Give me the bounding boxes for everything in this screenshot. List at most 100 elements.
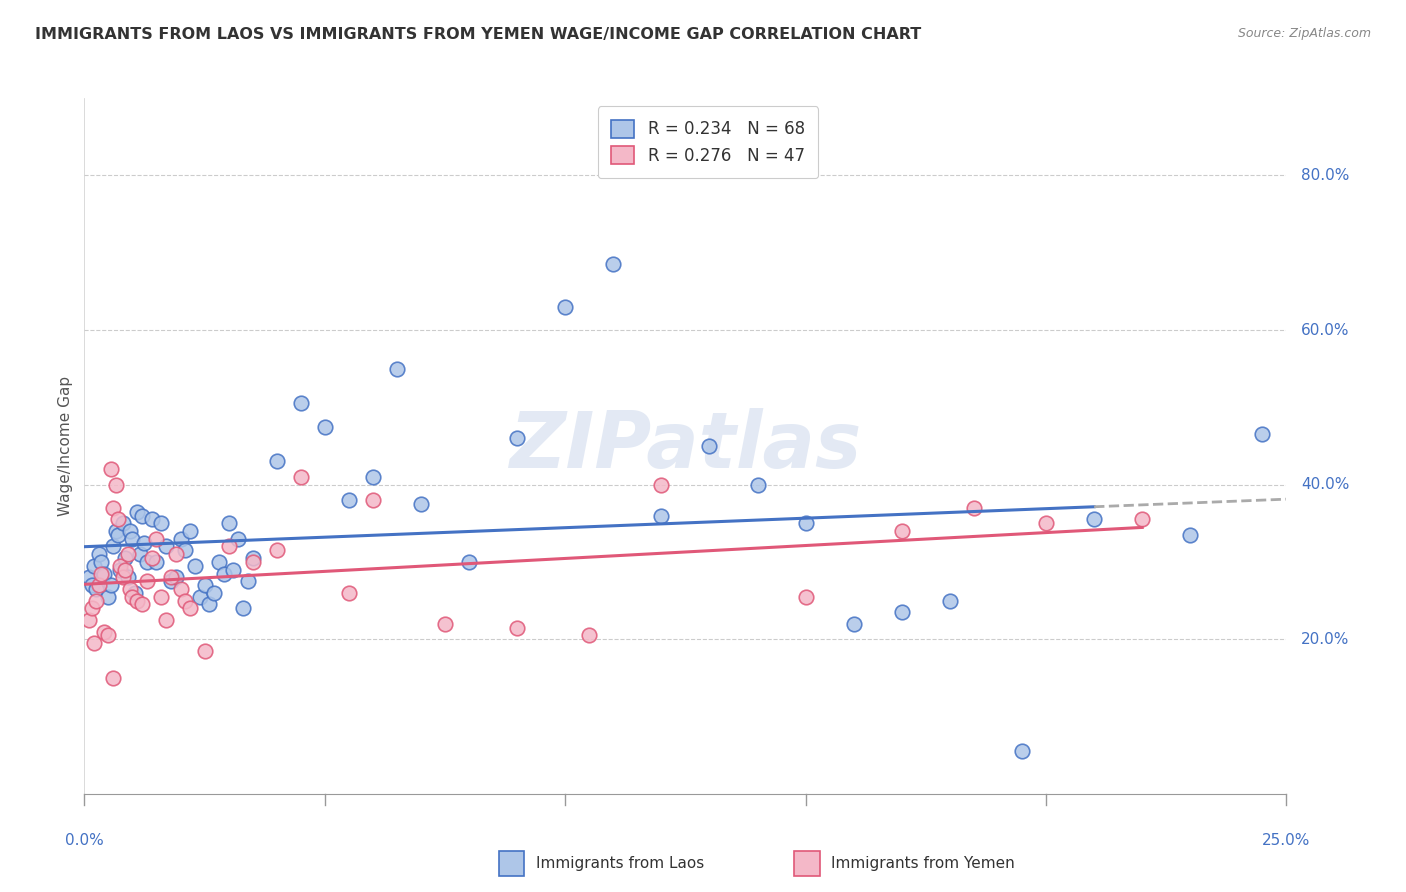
Point	[87, 547, 110, 561]
Point	[118, 582, 141, 596]
Point	[1083, 512, 1105, 526]
Point	[1180, 528, 1202, 542]
Text: 40.0%: 40.0%	[1301, 477, 1350, 492]
Point	[104, 524, 127, 538]
Point	[266, 454, 288, 468]
Point	[93, 566, 115, 581]
Point	[218, 516, 240, 531]
Legend: R = 0.234   N = 68, R = 0.276   N = 47: R = 0.234 N = 68, R = 0.276 N = 47	[598, 106, 818, 178]
Point	[1251, 427, 1274, 442]
Text: 80.0%: 80.0%	[1301, 168, 1350, 183]
Point	[110, 558, 132, 573]
Point	[118, 524, 141, 538]
Point	[242, 551, 264, 566]
Point	[165, 570, 187, 584]
Point	[506, 621, 529, 635]
Point	[963, 500, 986, 515]
Point	[226, 532, 249, 546]
Point	[194, 578, 217, 592]
Point	[242, 555, 264, 569]
Point	[97, 628, 120, 642]
Point	[117, 547, 139, 561]
Point	[179, 601, 201, 615]
Text: 25.0%: 25.0%	[1263, 832, 1310, 847]
Point	[114, 551, 136, 566]
Point	[141, 551, 163, 566]
Point	[155, 540, 177, 554]
Point	[111, 570, 134, 584]
Point	[169, 582, 191, 596]
Point	[174, 593, 197, 607]
Point	[212, 566, 235, 581]
Point	[103, 500, 125, 515]
Point	[127, 593, 149, 607]
Point	[650, 508, 672, 523]
Point	[361, 470, 384, 484]
Point	[939, 593, 962, 607]
Point	[134, 535, 156, 549]
Point	[145, 532, 167, 546]
Point	[179, 524, 201, 538]
Point	[747, 477, 769, 491]
Point	[188, 590, 211, 604]
Point	[121, 590, 143, 604]
Point	[80, 601, 103, 615]
Point	[103, 540, 125, 554]
Point	[124, 586, 146, 600]
Point	[90, 555, 112, 569]
Point	[160, 570, 183, 584]
Point	[699, 439, 721, 453]
Point	[184, 558, 207, 573]
Point	[135, 555, 157, 569]
Text: ZIPatlas: ZIPatlas	[509, 408, 862, 484]
Point	[160, 574, 183, 589]
Point	[290, 470, 312, 484]
Point	[145, 555, 167, 569]
Point	[385, 361, 408, 376]
Point	[165, 547, 187, 561]
Point	[890, 524, 912, 538]
Point	[80, 578, 103, 592]
Point	[890, 605, 912, 619]
Point	[794, 590, 817, 604]
Point	[93, 624, 115, 639]
Point	[111, 516, 134, 531]
Text: IMMIGRANTS FROM LAOS VS IMMIGRANTS FROM YEMEN WAGE/INCOME GAP CORRELATION CHART: IMMIGRANTS FROM LAOS VS IMMIGRANTS FROM …	[35, 27, 921, 42]
Point	[174, 543, 197, 558]
Point	[194, 644, 217, 658]
Point	[202, 586, 225, 600]
Text: Immigrants from Laos: Immigrants from Laos	[536, 856, 704, 871]
Point	[100, 578, 122, 592]
Text: Source: ZipAtlas.com: Source: ZipAtlas.com	[1237, 27, 1371, 40]
Point	[208, 555, 231, 569]
Point	[1130, 512, 1153, 526]
Y-axis label: Wage/Income Gap: Wage/Income Gap	[58, 376, 73, 516]
Point	[131, 598, 153, 612]
Point	[110, 563, 132, 577]
Point	[155, 613, 177, 627]
Point	[107, 528, 129, 542]
Point	[434, 616, 457, 631]
Point	[83, 558, 105, 573]
Point	[128, 547, 150, 561]
Point	[135, 574, 157, 589]
Point	[150, 590, 173, 604]
Point	[578, 628, 600, 642]
Point	[222, 563, 245, 577]
Point	[842, 616, 865, 631]
Point	[86, 582, 108, 596]
Point	[232, 601, 254, 615]
Point	[337, 493, 360, 508]
Point	[103, 671, 125, 685]
Point	[1011, 744, 1033, 758]
Point	[117, 570, 139, 584]
Point	[104, 477, 127, 491]
Point	[290, 396, 312, 410]
Point	[218, 540, 240, 554]
Text: 20.0%: 20.0%	[1301, 632, 1350, 647]
Text: Immigrants from Yemen: Immigrants from Yemen	[831, 856, 1015, 871]
Point	[650, 477, 672, 491]
Point	[127, 505, 149, 519]
Text: 0.0%: 0.0%	[65, 832, 104, 847]
Point	[361, 493, 384, 508]
